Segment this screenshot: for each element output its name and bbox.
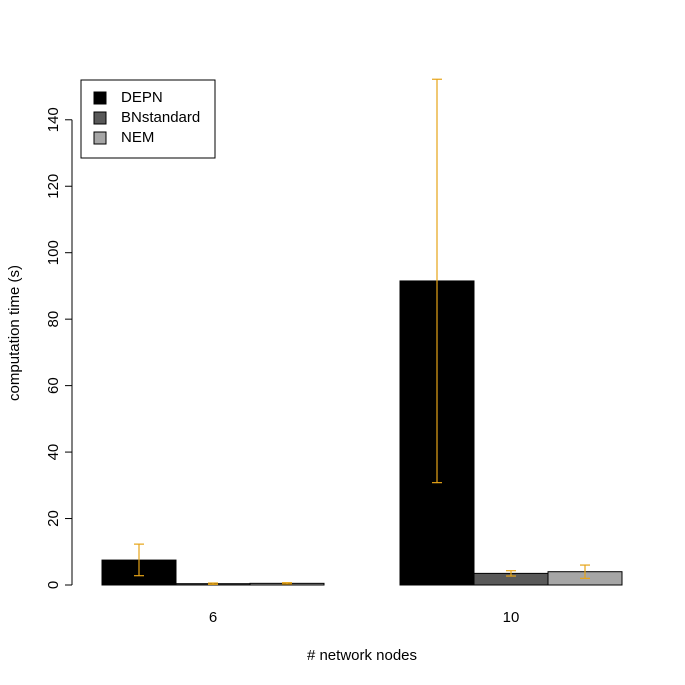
x-tick-label-6: 6 — [209, 609, 217, 626]
y-tick-label-100: 100 — [45, 240, 62, 265]
error-bar-nem-6 — [282, 582, 292, 585]
error-bar-bnstandard-10 — [506, 570, 516, 577]
legend-label-bnstandard: BNstandard — [121, 109, 200, 126]
y-tick-label-140: 140 — [45, 107, 62, 132]
legend-swatch-bnstandard — [93, 111, 107, 125]
error-bar-nem-10 — [580, 564, 590, 579]
legend: DEPN BNstandard NEM — [80, 79, 216, 159]
error-bar-bnstandard-6 — [208, 582, 218, 585]
x-axis: 6 10 — [209, 609, 520, 626]
error-bar-depn-10 — [432, 78, 442, 484]
legend-label-nem: NEM — [121, 129, 154, 146]
legend-swatch-nem — [93, 131, 107, 145]
y-tick-label-0: 0 — [45, 581, 62, 589]
y-axis-label: computation time (s) — [6, 265, 23, 401]
legend-swatch-depn — [93, 91, 107, 105]
y-tick-label-60: 60 — [45, 377, 62, 394]
error-bar-depn-6 — [134, 543, 144, 577]
legend-label-depn: DEPN — [121, 89, 163, 106]
y-axis: 0 20 40 60 80 100 120 140 — [45, 107, 73, 589]
y-tick-label-40: 40 — [45, 444, 62, 461]
y-tick-label-80: 80 — [45, 311, 62, 328]
x-axis-label: # network nodes — [307, 647, 417, 664]
x-tick-label-10: 10 — [503, 609, 520, 626]
y-tick-label-120: 120 — [45, 174, 62, 199]
error-bars-layer — [134, 78, 590, 585]
bars-layer — [101, 280, 623, 586]
y-tick-label-20: 20 — [45, 510, 62, 527]
